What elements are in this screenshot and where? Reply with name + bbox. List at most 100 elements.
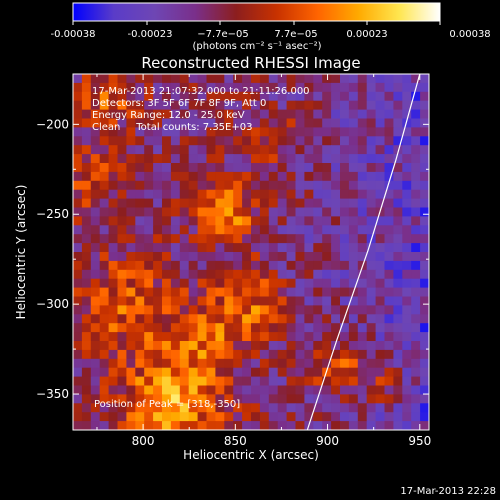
heatmap-cell: [99, 118, 110, 128]
heatmap-cell: [224, 145, 234, 155]
heatmap-cell: [197, 171, 207, 182]
heatmap-cell: [393, 403, 403, 413]
heatmap-cell: [108, 74, 118, 84]
heatmap-cell: [162, 341, 172, 351]
heatmap-cell: [411, 198, 421, 208]
heatmap-cell: [286, 136, 296, 146]
y-tick-label: −300: [36, 297, 69, 311]
heatmap-cell: [144, 367, 154, 378]
heatmap-cell: [304, 74, 314, 84]
heatmap-cell: [188, 180, 199, 191]
heatmap-cell: [402, 314, 412, 324]
heatmap-cell: [322, 287, 332, 297]
heatmap-cell: [357, 332, 368, 342]
heatmap-cell: [170, 341, 181, 351]
y-tick-label: −350: [36, 387, 69, 401]
heatmap-cell: [313, 278, 323, 289]
heatmap-cell: [357, 341, 368, 351]
heatmap-cell: [375, 367, 385, 378]
heatmap-cell: [384, 100, 394, 111]
heatmap-cell: [268, 252, 279, 262]
heatmap-cell: [73, 269, 83, 280]
heatmap-cell: [215, 376, 225, 386]
heatmap-cell: [420, 127, 429, 137]
heatmap-cell: [135, 367, 145, 378]
heatmap-cell: [268, 171, 279, 182]
heatmap-cell: [286, 109, 296, 119]
heatmap-cell: [206, 287, 216, 297]
heatmap-cell: [90, 154, 101, 164]
heatmap-cell: [251, 403, 261, 413]
heatmap-cell: [331, 349, 341, 360]
heatmap-cell: [331, 216, 341, 226]
heatmap-cell: [215, 332, 225, 342]
heatmap-cell: [233, 296, 243, 306]
heatmap-cell: [135, 349, 145, 360]
heatmap-cell: [393, 109, 403, 119]
heatmap-cell: [162, 127, 172, 137]
heatmap-cell: [73, 127, 83, 137]
heatmap-cell: [135, 403, 145, 413]
heatmap-cell: [242, 260, 252, 271]
heatmap-cell: [393, 136, 403, 146]
heatmap-cell: [117, 305, 127, 315]
heatmap-cell: [215, 109, 225, 119]
heatmap-cell: [162, 145, 172, 155]
heatmap-cell: [251, 189, 261, 200]
heatmap-cell: [340, 252, 350, 262]
heatmap-cell: [384, 421, 394, 430]
heatmap-cell: [420, 412, 429, 422]
heatmap-cell: [286, 296, 296, 306]
heatmap-cell: [144, 349, 154, 360]
heatmap-cell: [179, 260, 190, 271]
heatmap-cell: [366, 74, 377, 84]
heatmap-cell: [242, 127, 252, 137]
heatmap-cell: [304, 243, 314, 253]
heatmap-cell: [81, 118, 92, 128]
heatmap-cell: [126, 243, 136, 253]
heatmap-cell: [259, 154, 270, 164]
heatmap-cell: [99, 269, 110, 280]
heatmap-cell: [135, 252, 145, 262]
heatmap-cell: [179, 412, 190, 422]
heatmap-cell: [251, 100, 261, 111]
heatmap-cell: [393, 260, 403, 271]
heatmap-cell: [162, 154, 172, 164]
heatmap-cell: [268, 287, 279, 297]
heatmap-cell: [295, 180, 305, 191]
heatmap-cell: [366, 145, 377, 155]
heatmap-cell: [259, 305, 270, 315]
heatmap-cell: [286, 341, 296, 351]
heatmap-cell: [259, 243, 270, 253]
heatmap-cell: [411, 403, 421, 413]
heatmap-cell: [170, 216, 181, 226]
heatmap-cell: [73, 109, 83, 119]
heatmap-cell: [170, 234, 181, 244]
heatmap-cell: [224, 349, 234, 360]
heatmap-cell: [277, 100, 288, 111]
heatmap-cell: [233, 305, 243, 315]
heatmap-cell: [313, 349, 323, 360]
heatmap-cell: [117, 296, 127, 306]
heatmap-cell: [411, 180, 421, 191]
heatmap-cell: [322, 171, 332, 182]
heatmap-cell: [295, 243, 305, 253]
heatmap-cell: [402, 269, 412, 280]
heatmap-cell: [144, 91, 154, 102]
heatmap-cell: [108, 296, 118, 306]
heatmap-cell: [277, 314, 288, 324]
heatmap-cell: [135, 234, 145, 244]
heatmap-cell: [375, 171, 385, 182]
heatmap-cell: [384, 252, 394, 262]
heatmap-cell: [348, 91, 359, 102]
heatmap-cell: [197, 252, 207, 262]
heatmap-cell: [259, 82, 270, 93]
heatmap-cell: [331, 341, 341, 351]
heatmap-cell: [73, 91, 83, 102]
heatmap-cell: [340, 163, 350, 173]
heatmap-cell: [242, 252, 252, 262]
heatmap-cell: [402, 91, 412, 102]
heatmap-cell: [348, 163, 359, 173]
heatmap-cell: [251, 269, 261, 280]
heatmap-cell: [304, 91, 314, 102]
